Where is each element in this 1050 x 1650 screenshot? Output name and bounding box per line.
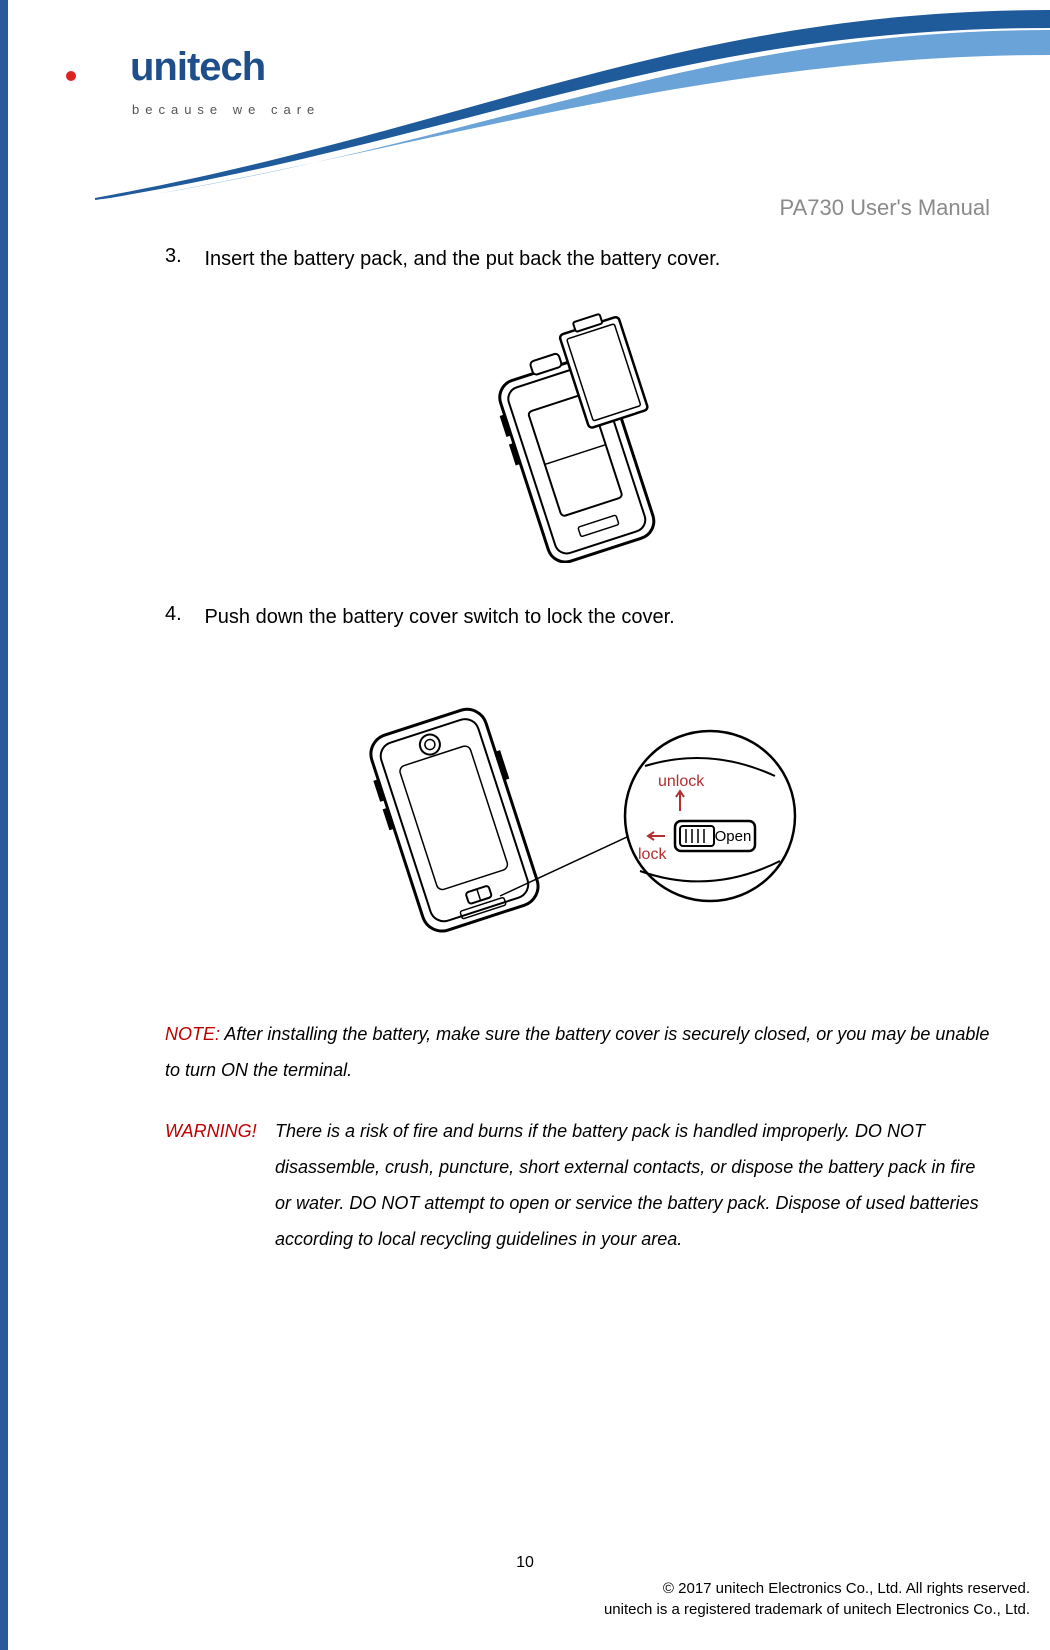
step-3: 3. Insert the battery pack, and the put … — [165, 245, 995, 273]
copyright-line-2: unitech is a registered trademark of uni… — [604, 1599, 1030, 1620]
header-swoosh — [0, 0, 1050, 280]
brand-logo: unitech because we care — [130, 45, 330, 117]
step-number: 3. — [165, 245, 200, 268]
copyright-line-1: © 2017 unitech Electronics Co., Ltd. All… — [604, 1578, 1030, 1599]
step-text: Insert the battery pack, and the put bac… — [204, 245, 984, 273]
brand-name: unitech — [130, 45, 330, 90]
step-4: 4. Push down the battery cover switch to… — [165, 603, 995, 631]
brand-dot-icon — [66, 71, 76, 81]
figure-lock-cover: Open unlock lock — [165, 661, 995, 966]
figure-battery-insert — [165, 303, 995, 568]
step-text: Push down the battery cover switch to lo… — [204, 603, 984, 631]
brand-tagline: because we care — [132, 102, 330, 117]
open-label: Open — [715, 828, 752, 845]
warning-text: There is a risk of fire and burns if the… — [275, 1113, 995, 1257]
unlock-label: unlock — [658, 773, 705, 790]
document-title: PA730 User's Manual — [780, 195, 990, 221]
left-accent-bar — [0, 0, 8, 1650]
warning-label: WARNING! — [165, 1121, 257, 1141]
page-content: 3. Insert the battery pack, and the put … — [165, 245, 995, 1257]
note-block: NOTE: After installing the battery, make… — [165, 1016, 995, 1088]
device-battery-illustration — [465, 303, 695, 563]
note-label: NOTE: — [165, 1024, 220, 1044]
lock-label: lock — [638, 846, 667, 863]
device-lock-illustration: Open unlock lock — [340, 661, 820, 961]
warning-block: WARNING! There is a risk of fire and bur… — [165, 1113, 995, 1257]
page-number: 10 — [0, 1554, 1050, 1572]
copyright-block: © 2017 unitech Electronics Co., Ltd. All… — [604, 1578, 1030, 1620]
step-number: 4. — [165, 603, 200, 626]
note-text: After installing the battery, make sure … — [165, 1024, 989, 1080]
